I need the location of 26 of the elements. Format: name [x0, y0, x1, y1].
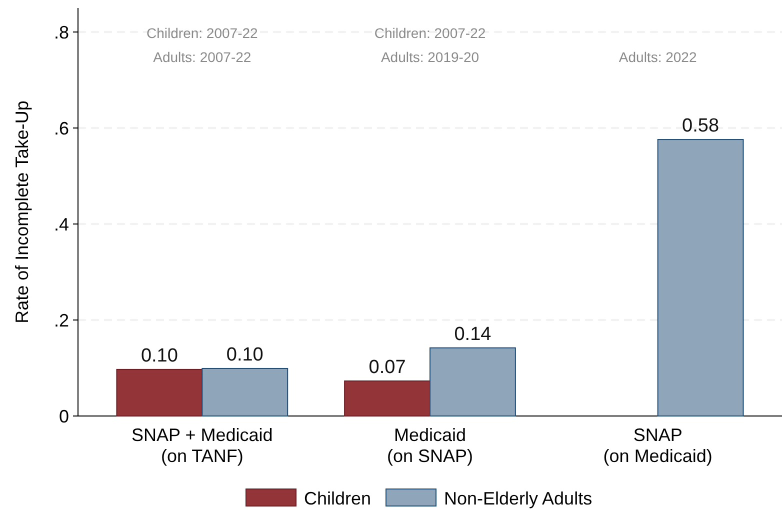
bar	[344, 380, 430, 416]
x-tick-label: SNAP + Medicaid (on TANF)	[132, 425, 273, 466]
y-tick-label: 0	[58, 406, 69, 426]
bar	[202, 368, 288, 416]
y-tick-label: .8	[54, 22, 69, 42]
annotation: Children: 2007-22	[146, 25, 258, 41]
y-axis-title: Rate of Incomplete Take-Up	[12, 100, 32, 324]
y-tick-label: .6	[54, 118, 69, 138]
bar	[430, 347, 516, 416]
data-label: 0.10	[140, 345, 178, 366]
bar	[116, 368, 203, 416]
y-tick-label: .4	[54, 214, 69, 234]
legend-label: Children	[304, 488, 372, 508]
y-tick-label: .2	[54, 310, 69, 330]
bar	[657, 139, 744, 416]
annotation: Adults: 2007-22	[153, 49, 252, 65]
data-label: 0.07	[368, 356, 406, 378]
legend-label: Non-Elderly Adults	[444, 488, 592, 508]
annotation: Adults: 2019-20	[380, 49, 480, 65]
data-label: 0.10	[226, 344, 264, 366]
annotation: Children: 2007-22	[374, 25, 486, 41]
data-label: 0.14	[454, 324, 492, 345]
annotation: Adults: 2022	[618, 49, 697, 65]
data-label: 0.58	[682, 116, 720, 137]
x-tick-label: Medicaid (on SNAP)	[386, 425, 474, 466]
x-tick-label: SNAP (on Medicaid)	[603, 425, 712, 466]
